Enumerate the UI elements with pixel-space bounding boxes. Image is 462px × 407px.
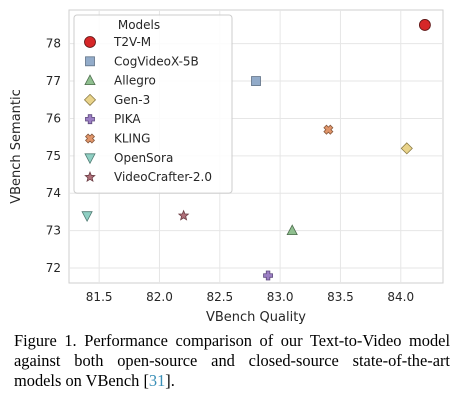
figure-caption: Figure 1. Performance comparison of our … bbox=[14, 331, 450, 391]
data-points bbox=[81, 19, 431, 281]
x-tick-label: 83.0 bbox=[267, 290, 294, 304]
legend-marker bbox=[85, 114, 95, 125]
legend-label: Gen-3 bbox=[114, 93, 150, 107]
y-tick-label: 77 bbox=[46, 74, 61, 88]
y-tick-label: 78 bbox=[46, 37, 61, 51]
data-point-gen-3 bbox=[400, 142, 413, 155]
x-tick-label: 81.5 bbox=[86, 290, 113, 304]
legend-label: CogVideoX-5B bbox=[114, 54, 199, 68]
caption-end: ]. bbox=[165, 371, 175, 390]
legend-marker bbox=[84, 36, 96, 48]
x-tick-label: 82.0 bbox=[146, 290, 173, 304]
data-point-cogvideox-5b bbox=[251, 76, 261, 86]
legend-label: OpenSora bbox=[114, 151, 173, 165]
y-tick-label: 74 bbox=[46, 186, 61, 200]
data-point-kling bbox=[323, 124, 334, 135]
data-point-allegro bbox=[286, 224, 298, 236]
legend-marker bbox=[83, 93, 97, 106]
x-tick-label: 83.5 bbox=[327, 290, 354, 304]
citation-link[interactable]: 31 bbox=[148, 371, 166, 390]
legend-label: T2V-M bbox=[113, 35, 151, 49]
scatter-chart: 81.5 82.0 82.5 83.0 83.5 84.0 72 73 74 75 76 77 78 V… bbox=[9, 9, 444, 325]
legend: Models T2V-M CogVideoX-5B Allegro Gen-3 PIKA… bbox=[73, 14, 233, 194]
legend-label: PIKA bbox=[114, 112, 141, 126]
legend-label: VideoCrafter-2.0 bbox=[114, 170, 212, 184]
caption-text: Figure 1. Performance comparison of our … bbox=[14, 331, 450, 390]
legend-marker bbox=[85, 56, 95, 67]
y-tick-label: 72 bbox=[46, 261, 61, 275]
legend-marker bbox=[84, 74, 96, 85]
legend-marker bbox=[84, 133, 96, 144]
legend-marker bbox=[84, 153, 96, 165]
x-axis-title: VBench Quality bbox=[206, 310, 306, 325]
data-point-videocrafter-2-0 bbox=[177, 209, 190, 221]
y-tick-label: 76 bbox=[46, 111, 61, 125]
tick-labels: 81.5 82.0 82.5 83.0 83.5 84.0 72 73 74 75 76 77 78 bbox=[46, 37, 414, 304]
x-tick-label: 82.5 bbox=[206, 290, 233, 304]
legend-label: Allegro bbox=[114, 74, 156, 88]
data-point-pika bbox=[263, 270, 273, 281]
y-tick-label: 73 bbox=[46, 224, 61, 238]
y-tick-label: 75 bbox=[46, 149, 61, 163]
x-tick-label: 84.0 bbox=[387, 290, 414, 304]
legend-title: Models bbox=[118, 18, 160, 32]
data-point-t2v-m bbox=[419, 19, 431, 31]
data-point-opensora bbox=[81, 211, 93, 223]
legend-marker bbox=[84, 171, 96, 183]
y-axis-title: VBench Semantic bbox=[9, 89, 24, 204]
legend-box bbox=[73, 14, 233, 194]
legend-label: KLING bbox=[114, 132, 150, 146]
